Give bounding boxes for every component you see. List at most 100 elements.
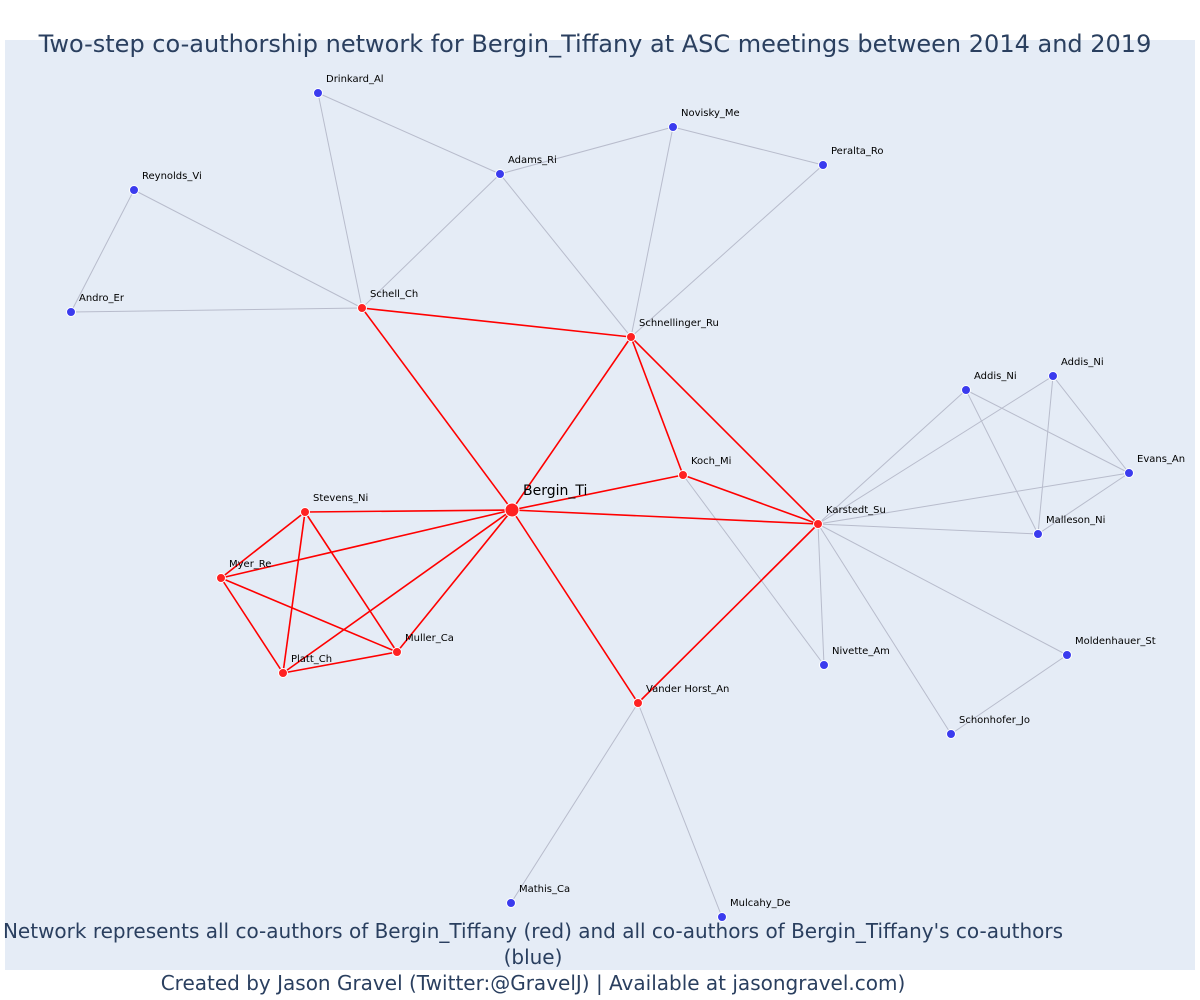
edge-karstedt-addis1 (817, 389, 967, 525)
node-karstedt[interactable] (813, 519, 823, 529)
edge-bergin-platt (282, 509, 513, 674)
node-label-andro: Andro_Er (79, 293, 125, 304)
edge-bergin-schnellinger (511, 336, 632, 511)
node-label-drinkard: Drinkard_Al (326, 74, 384, 85)
node-bergin[interactable] (504, 502, 520, 518)
edge-karstedt-addis2 (817, 375, 1054, 525)
edge-addis1-malleson (965, 389, 1039, 535)
node-muller[interactable] (392, 647, 402, 657)
node-schnellinger[interactable] (626, 332, 636, 342)
footnote: Network represents all co-authors of Ber… (0, 918, 1066, 996)
node-mathis[interactable] (506, 898, 516, 908)
edge-karstedt-moldenhauer (817, 523, 1068, 656)
edge-karstedt-evans (817, 472, 1130, 525)
node-novisky[interactable] (668, 122, 678, 132)
node-schonhofer[interactable] (946, 729, 956, 739)
node-label-schnellinger: Schnellinger_Ru (639, 318, 719, 329)
edge-schnellinger-koch (630, 336, 684, 476)
edge-novisky-schnellinger (630, 126, 674, 338)
page-title: Two-step co-authorship network for Bergi… (38, 30, 1152, 58)
edge-stevens-myer (220, 511, 306, 579)
edge-schell-reynolds (133, 189, 363, 309)
node-platt[interactable] (278, 668, 288, 678)
node-label-addis1: Addis_Ni (974, 371, 1017, 382)
edges-layer (70, 92, 1130, 918)
edge-adams-schnellinger (499, 173, 632, 338)
edge-drinkard-adams (317, 92, 501, 175)
node-myer[interactable] (216, 573, 226, 583)
node-nivette[interactable] (819, 660, 829, 670)
node-koch[interactable] (678, 470, 688, 480)
edge-koch-nivette (682, 474, 825, 666)
node-andro[interactable] (66, 307, 76, 317)
node-label-muller: Muller_Ca (405, 633, 454, 644)
edge-addis2-evans (1052, 375, 1130, 474)
edge-karstedt-malleson (817, 523, 1039, 535)
labels-layer: Bergin_Ti Schell_Ch Schnellinger_Ru Koch_Mi… (79, 74, 1185, 909)
node-label-moldenhauer: Moldenhauer_St (1075, 636, 1156, 647)
node-label-myer: Myer_Re (229, 559, 271, 570)
edge-bergin-schell (361, 307, 513, 511)
node-label-mathis: Mathis_Ca (519, 884, 570, 895)
node-label-evans: Evans_An (1137, 454, 1185, 465)
edge-myer-platt (220, 577, 284, 674)
node-peralta[interactable] (818, 160, 828, 170)
edge-bergin-stevens (304, 509, 513, 513)
edge-vanderhorst-mulcahy (637, 702, 723, 918)
node-reynolds[interactable] (129, 185, 139, 195)
edge-novisky-peralta (672, 126, 824, 166)
edge-vanderhorst-mathis (510, 702, 639, 904)
edge-koch-karstedt (682, 474, 819, 525)
footnote-line-1: Network represents all co-authors of Ber… (2, 919, 1064, 969)
node-addis1[interactable] (961, 385, 971, 395)
edge-peralta-schnellinger (630, 164, 824, 338)
node-stevens[interactable] (300, 507, 310, 517)
node-label-nivette: Nivette_Am (832, 646, 890, 657)
node-label-schell: Schell_Ch (370, 289, 418, 300)
node-label-addis2: Addis_Ni (1061, 357, 1104, 368)
edge-myer-muller (220, 577, 398, 653)
node-evans[interactable] (1124, 468, 1134, 478)
node-moldenhauer[interactable] (1062, 650, 1072, 660)
node-label-vanderhorst: Vander Horst_An (646, 684, 729, 695)
edge-evans-malleson (1037, 472, 1130, 535)
node-drinkard[interactable] (313, 88, 323, 98)
edge-bergin-muller (396, 509, 513, 653)
node-mulcahy[interactable] (717, 912, 727, 922)
edge-vanderhorst-karstedt (637, 523, 819, 704)
edge-reynolds-andro (70, 189, 135, 313)
node-schell[interactable] (357, 303, 367, 313)
node-vanderhorst[interactable] (633, 698, 643, 708)
edge-schell-schnellinger (361, 307, 632, 338)
node-label-novisky: Novisky_Me (681, 108, 740, 119)
edge-karstedt-schonhofer (817, 523, 952, 735)
node-label-koch: Koch_Mi (691, 456, 731, 467)
node-adams[interactable] (495, 169, 505, 179)
node-label-reynolds: Reynolds_Vi (142, 171, 202, 182)
node-label-stevens: Stevens_Ni (313, 493, 368, 504)
nodes-layer (66, 88, 1134, 922)
edge-schnellinger-karstedt (630, 336, 819, 525)
edge-adams-novisky (499, 126, 674, 175)
edge-stevens-muller (304, 511, 398, 653)
node-malleson[interactable] (1033, 529, 1043, 539)
node-label-bergin: Bergin_Ti (523, 483, 587, 499)
node-label-malleson: Malleson_Ni (1046, 515, 1105, 526)
node-label-platt: Platt_Ch (291, 654, 332, 665)
node-addis2[interactable] (1048, 371, 1058, 381)
node-label-mulcahy: Mulcahy_De (730, 898, 790, 909)
edge-muller-platt (282, 651, 398, 674)
edge-schell-drinkard (317, 92, 363, 309)
edge-bergin-vanderhorst (511, 509, 639, 704)
edge-schell-andro (70, 307, 363, 313)
plot-area (5, 40, 1195, 970)
footnote-line-2: Created by Jason Gravel (Twitter:@Gravel… (160, 971, 906, 995)
edge-bergin-koch (511, 474, 684, 511)
edge-bergin-myer (220, 509, 513, 579)
edge-moldenhauer-schonhofer (950, 654, 1068, 735)
edge-addis2-malleson (1037, 375, 1054, 535)
edge-karstedt-nivette (817, 523, 825, 666)
edge-schell-adams (361, 173, 501, 309)
node-label-adams: Adams_Ri (508, 155, 557, 166)
